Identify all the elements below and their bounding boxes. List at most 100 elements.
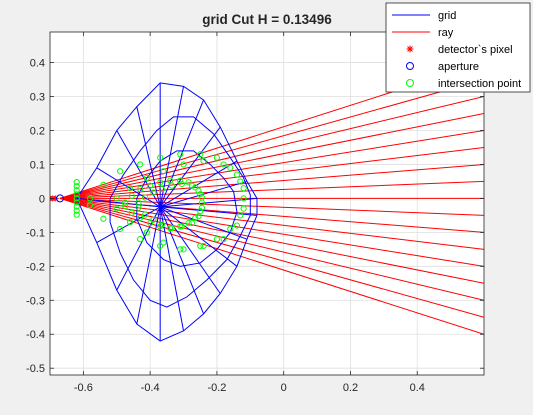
grid-spoke (76, 197, 161, 208)
intersection-point (117, 225, 124, 233)
ray-line (59, 197, 484, 216)
legend-label: aperture (438, 61, 479, 73)
intersection-point (127, 219, 134, 226)
ray-line (59, 96, 484, 199)
intersection-point (178, 180, 185, 188)
y-tick-label: -0.4 (26, 329, 45, 341)
intersection-point (198, 204, 205, 211)
intersection-point (143, 174, 150, 182)
intersection-point (227, 164, 234, 171)
intersection-point (73, 191, 80, 198)
x-tick-label: -0.6 (74, 382, 93, 394)
x-tick-label: 0 (281, 382, 287, 394)
legend-circle-swatch (406, 79, 414, 87)
intersection-point (147, 219, 154, 227)
grid-spoke (116, 130, 161, 208)
intersection-point (100, 215, 107, 222)
x-tick-label: 0.4 (410, 382, 425, 394)
grid-spoke (159, 206, 248, 240)
ray-line (59, 163, 484, 199)
legend-label: detector`s pixel (438, 44, 513, 56)
y-tick-label: -0.1 (26, 227, 45, 239)
intersection-point (157, 242, 164, 250)
chart-title: grid Cut H = 0.13496 (202, 12, 332, 27)
intersection-point (158, 221, 165, 228)
intersection-point (142, 194, 149, 201)
intersection-point (142, 211, 149, 218)
y-tick-label: -0.2 (26, 261, 45, 273)
axes-frame (49, 31, 485, 376)
aperture-marker (56, 194, 65, 203)
grid-ring (76, 82, 258, 342)
y-tick-label: 0.1 (30, 159, 45, 171)
grid-spoke (159, 206, 185, 331)
grid-spoke (159, 206, 205, 315)
intersection-point (220, 161, 227, 168)
grid-spoke (136, 106, 161, 208)
intersection-point (157, 154, 164, 161)
intersection-point (177, 177, 184, 184)
intersection-point (198, 194, 205, 201)
grid-spoke (159, 126, 221, 208)
legend-circle-swatch (406, 62, 414, 70)
grid-ring (109, 116, 251, 308)
intersection-point (150, 216, 157, 223)
intersection-point (117, 168, 124, 175)
grid-spoke (160, 197, 258, 208)
ray-line (59, 129, 484, 199)
intersection-point (160, 168, 167, 175)
ray-line (59, 180, 484, 199)
legend-asterisk-swatch (406, 45, 414, 53)
grid-spoke (116, 206, 161, 291)
intersection-point (147, 182, 154, 189)
intersection-point (188, 182, 195, 189)
intersection-point (137, 161, 144, 168)
intersection-point (128, 209, 135, 216)
intersection-point (73, 187, 80, 194)
intersection-point (168, 225, 175, 232)
intersection-point (237, 178, 244, 185)
intersection-point (177, 246, 184, 253)
intersection-point (86, 202, 94, 209)
y-tick-label: 0.2 (30, 125, 45, 137)
intersection-point (137, 236, 144, 243)
intersection-point (143, 229, 150, 236)
ray-line (59, 113, 484, 199)
intersection-point (185, 179, 192, 186)
intersection-point (178, 223, 185, 230)
intersection-point (177, 151, 184, 158)
x-tick-label: -0.2 (207, 382, 226, 394)
intersection-point (233, 222, 241, 229)
legend-label: intersection point (438, 78, 521, 90)
grid-spoke (159, 86, 185, 207)
ray-line (59, 197, 484, 250)
intersection-point (113, 205, 120, 212)
grid-spoke (160, 180, 248, 208)
intersection-point (200, 242, 207, 250)
intersection-point (73, 207, 80, 214)
x-tick-label: -0.4 (141, 382, 160, 394)
intersection-point (180, 246, 187, 253)
intersection-point (180, 161, 187, 168)
intersection-point (137, 185, 144, 193)
y-tick-label: -0.3 (26, 295, 45, 307)
intersection-point (73, 195, 80, 202)
intersection-point (160, 239, 167, 246)
intersection-point (113, 195, 120, 202)
y-tick-label: -0.5 (26, 363, 45, 375)
legend[interactable]: grid ray detector`s pixel aperture intersect… (385, 2, 531, 93)
intersection-point (150, 189, 157, 196)
intersection-point (237, 212, 244, 219)
intersection-point (240, 195, 247, 202)
intersection-point (240, 185, 247, 192)
intersection-point (122, 202, 129, 210)
intersection-point (127, 185, 134, 192)
intersection-point (168, 182, 175, 189)
intersection-point (197, 151, 204, 158)
tick-labels: -0.6 -0.4 -0.2 0 0.2 0.4 -0.5 -0.4 -0.3 -0.2 -0.1 0… (26, 32, 484, 394)
intersection-point (128, 192, 135, 199)
intersection-point (73, 203, 80, 210)
legend-label: grid (438, 10, 456, 22)
intersection-point (157, 179, 164, 186)
